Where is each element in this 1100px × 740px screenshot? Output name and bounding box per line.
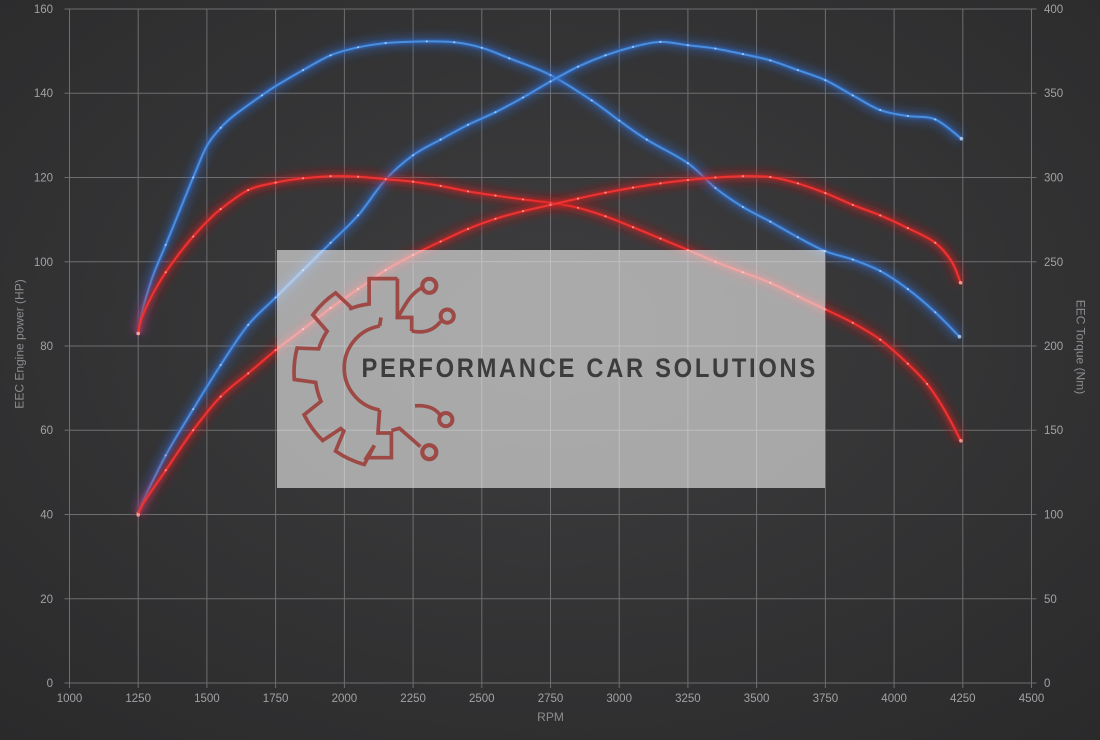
- svg-text:PERFORMANCE CAR SOLUTIONS: PERFORMANCE CAR SOLUTIONS: [362, 354, 818, 384]
- svg-text:100: 100: [34, 257, 53, 269]
- svg-text:2750: 2750: [538, 693, 564, 705]
- svg-text:RPM: RPM: [537, 710, 564, 724]
- svg-text:60: 60: [40, 425, 53, 437]
- svg-text:250: 250: [1044, 257, 1063, 269]
- svg-text:50: 50: [1044, 594, 1057, 606]
- svg-text:4000: 4000: [881, 693, 907, 705]
- svg-text:2500: 2500: [469, 693, 495, 705]
- svg-text:1750: 1750: [263, 693, 289, 705]
- svg-text:40: 40: [40, 510, 53, 522]
- svg-text:EEC Torque (Nm): EEC Torque (Nm): [1073, 300, 1087, 394]
- svg-text:140: 140: [34, 88, 53, 100]
- svg-text:100: 100: [1044, 510, 1063, 522]
- svg-text:0: 0: [47, 678, 53, 690]
- svg-text:4500: 4500: [1019, 693, 1045, 705]
- svg-text:1000: 1000: [57, 693, 83, 705]
- svg-text:20: 20: [40, 594, 53, 606]
- svg-text:2250: 2250: [400, 693, 426, 705]
- svg-text:1250: 1250: [125, 693, 151, 705]
- svg-text:150: 150: [1044, 425, 1063, 437]
- svg-text:200: 200: [1044, 341, 1063, 353]
- svg-text:300: 300: [1044, 173, 1063, 185]
- svg-text:80: 80: [40, 341, 53, 353]
- svg-text:3500: 3500: [744, 693, 770, 705]
- svg-text:0: 0: [1044, 678, 1050, 690]
- svg-text:160: 160: [34, 4, 53, 16]
- svg-text:1500: 1500: [194, 693, 220, 705]
- svg-text:3250: 3250: [675, 693, 701, 705]
- svg-text:3750: 3750: [813, 693, 839, 705]
- svg-text:EEC Engine power (HP): EEC Engine power (HP): [13, 279, 27, 408]
- svg-text:4250: 4250: [950, 693, 976, 705]
- svg-text:400: 400: [1044, 4, 1063, 16]
- svg-text:3000: 3000: [606, 693, 632, 705]
- svg-text:2000: 2000: [332, 693, 358, 705]
- svg-text:120: 120: [34, 173, 53, 185]
- svg-text:350: 350: [1044, 88, 1063, 100]
